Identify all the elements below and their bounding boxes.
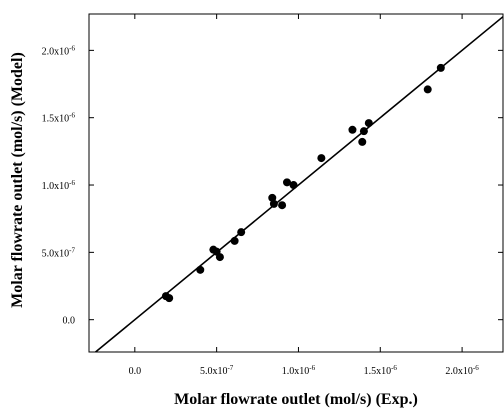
y-tick-label: 1.5x10-6 [42,112,76,125]
y-tick-label: 2.0x10-6 [42,44,76,57]
x-axis-title: Molar flowrate outlet (mol/s) (Exp.) [174,391,418,408]
data-point [423,85,432,94]
data-point [289,181,298,190]
x-tick-label: 1.5x10-6 [364,364,398,377]
data-point [359,127,368,136]
x-tick-label: 1.0x10-6 [282,364,316,377]
x-tick-label: 2.0x10-6 [445,364,479,377]
data-point [237,228,246,237]
x-tick-label: 5.0x10-7 [200,364,234,377]
data-point [364,119,373,128]
data-point [358,137,367,146]
y-axis-title: Molar flowrate outlet (mol/s) (Model) [9,52,26,308]
data-point [436,63,445,72]
y-tick-label: 1.0x10-6 [42,179,76,192]
data-point [278,201,287,210]
data-point [283,178,291,187]
data-point [269,199,278,208]
data-point [317,154,326,163]
data-point [196,265,205,274]
data-point [268,193,277,202]
y-tick-label: 0.0 [63,316,76,327]
plot-frame [88,13,504,353]
y-tick-label: 5.0x10-7 [42,246,76,259]
data-point [215,253,224,262]
data-point [348,125,357,134]
data-point [230,236,239,245]
x-tick-label: 0.0 [129,366,142,377]
data-point [165,294,174,303]
